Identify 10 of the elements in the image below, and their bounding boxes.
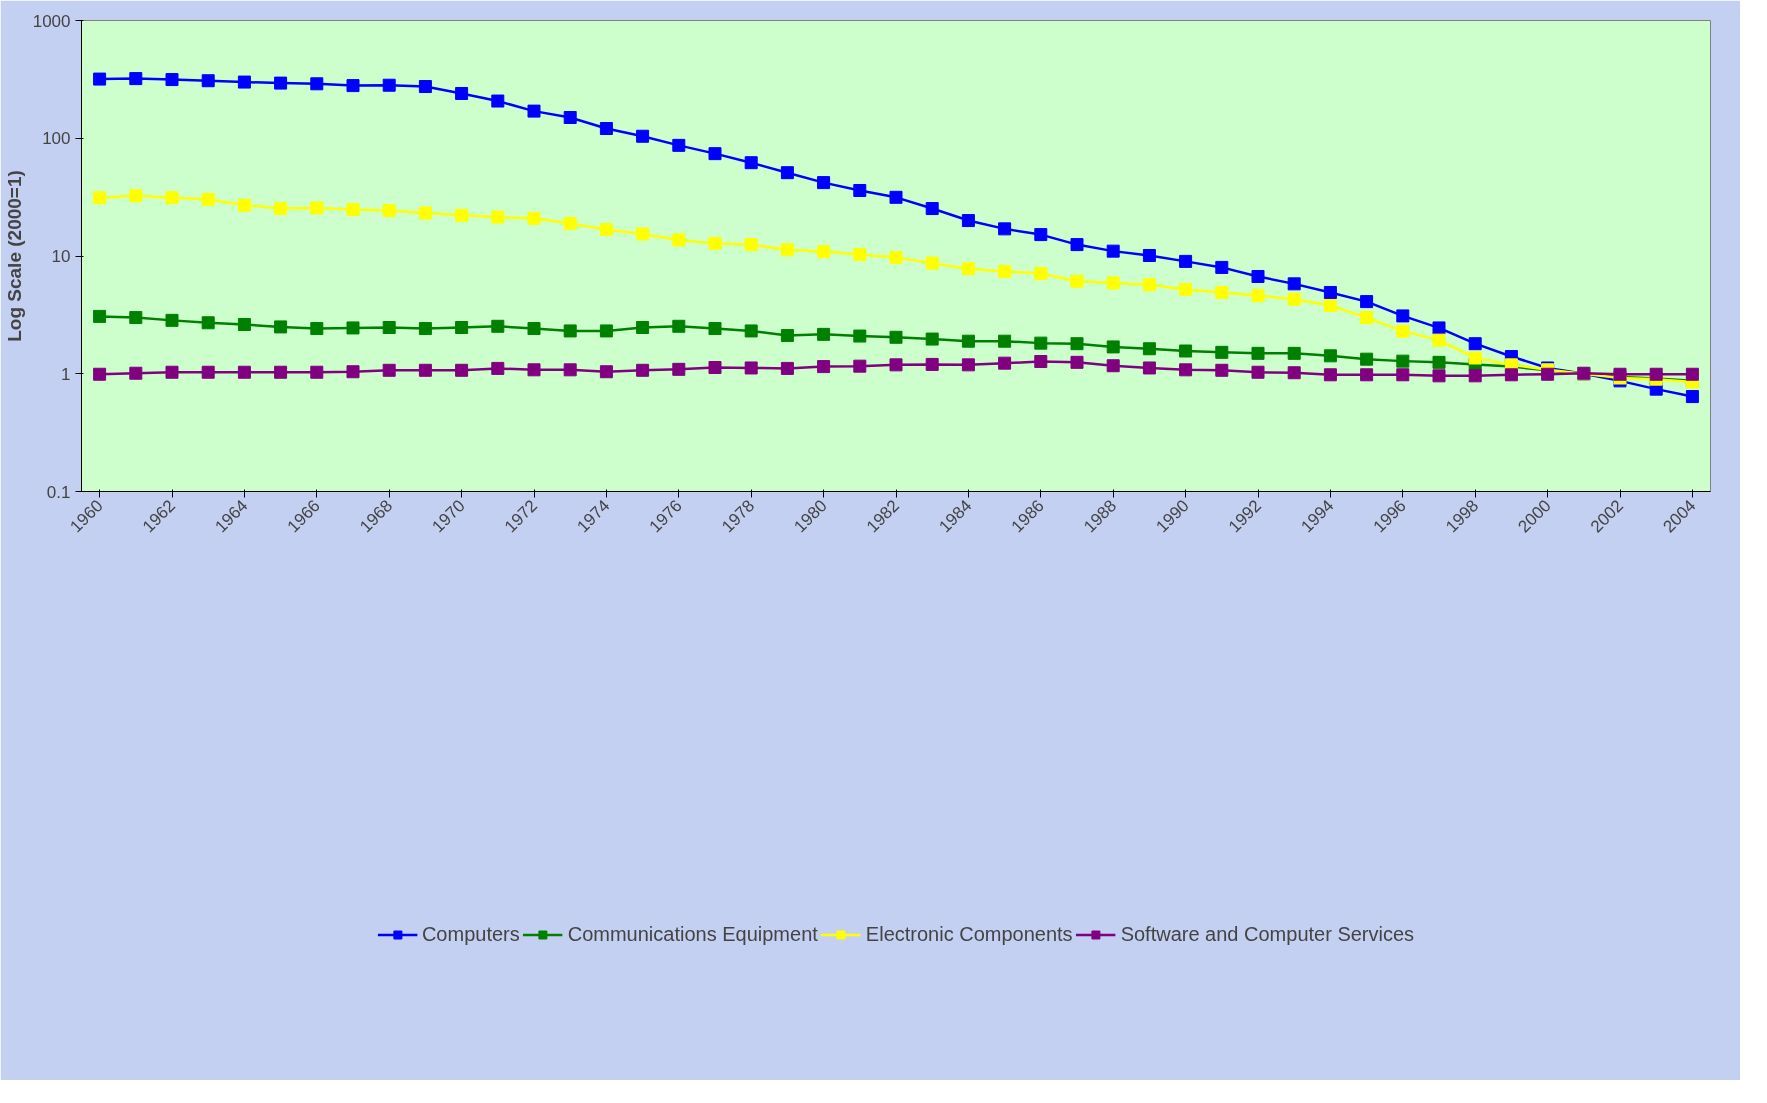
y-tick-label: 100 bbox=[42, 129, 71, 149]
legend-label: Computers bbox=[421, 922, 520, 946]
legend-label: Software and Computer Services bbox=[1120, 922, 1415, 946]
y-tick-label: 10 bbox=[51, 247, 71, 266]
y-tick-label: 1000 bbox=[32, 11, 71, 31]
legend-label: Communications Equipment bbox=[567, 922, 818, 946]
legend-label: Electronic Components bbox=[865, 922, 1073, 946]
y-tick-label: 0.1 bbox=[46, 482, 71, 502]
y-tick-label: 1 bbox=[61, 364, 71, 384]
y-axis-title: Log Scale (2000=1) bbox=[3, 170, 25, 342]
